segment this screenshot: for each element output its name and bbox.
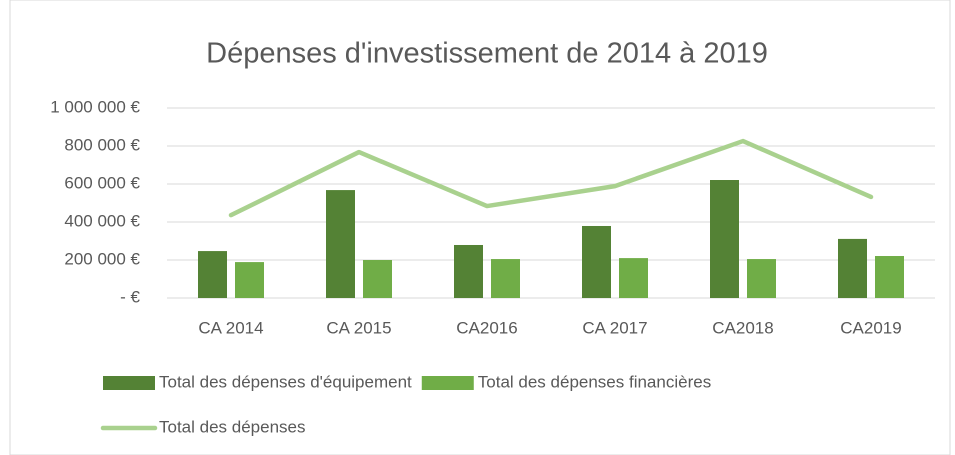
legend-label: Total des dépenses d'équipement [159, 372, 412, 391]
x-tick-label: CA2018 [712, 318, 773, 337]
bar [326, 190, 355, 298]
y-tick-label: 400 000 € [64, 211, 140, 230]
y-tick-label: 600 000 € [64, 173, 140, 192]
y-tick-label: - € [120, 287, 140, 306]
bar [747, 259, 776, 298]
y-tick-label: 800 000 € [64, 135, 140, 154]
x-tick-label: CA 2015 [326, 318, 391, 337]
x-tick-label: CA 2017 [582, 318, 647, 337]
line-series [228, 138, 874, 218]
legend-label: Total des dépenses [159, 417, 306, 436]
bar [198, 251, 227, 298]
bar [619, 258, 648, 298]
bar [710, 180, 739, 298]
bar [582, 225, 611, 298]
bar [363, 260, 392, 298]
x-tick-label: CA2019 [840, 318, 901, 337]
bar [454, 244, 483, 298]
chart-frame [9, 0, 951, 455]
legend-label: Total des dépenses financières [478, 372, 711, 391]
x-tick-label: CA2016 [456, 318, 517, 337]
legend-swatch [421, 376, 474, 390]
y-tick-label: 1 000 000 € [50, 97, 140, 116]
bar [875, 256, 904, 298]
bar [838, 238, 867, 298]
chart-title: Dépenses d'investissement de 2014 à 2019 [206, 38, 768, 70]
x-tick-label: CA 2014 [198, 318, 263, 337]
bar [491, 259, 520, 298]
legend-swatch [103, 376, 155, 390]
y-tick-label: 200 000 € [64, 249, 140, 268]
bar [235, 262, 264, 298]
